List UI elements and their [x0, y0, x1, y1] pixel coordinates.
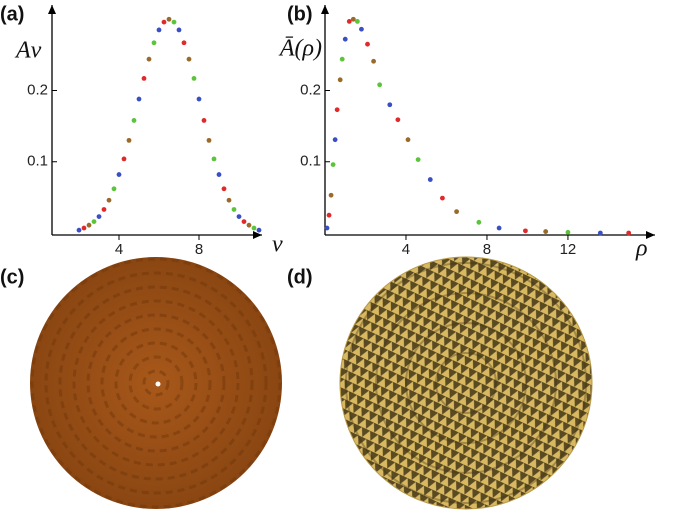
- y-axis-label: Aν: [14, 38, 42, 64]
- point: [116, 172, 122, 177]
- point: [330, 162, 336, 168]
- y-axis-arrow: [48, 5, 56, 14]
- panel-label: (d): [287, 266, 313, 288]
- point: [346, 18, 352, 24]
- panel-label: (c): [0, 266, 24, 288]
- point: [427, 177, 433, 182]
- point: [326, 212, 332, 218]
- point: [156, 27, 162, 33]
- point: [251, 225, 257, 231]
- point: [126, 137, 132, 143]
- point: [236, 214, 242, 220]
- point: [231, 207, 237, 212]
- point: [405, 137, 411, 143]
- point: [201, 118, 207, 123]
- image-c: [30, 257, 282, 509]
- point: [371, 58, 376, 64]
- point: [206, 137, 212, 143]
- x-tick-label: 4: [402, 241, 410, 258]
- point: [91, 219, 97, 225]
- x-axis-arrow: [646, 231, 655, 239]
- point: [256, 227, 262, 233]
- point: [86, 222, 92, 228]
- point: [523, 228, 528, 234]
- y-axis-label: Ā(ρ): [278, 36, 322, 62]
- x-tick-label: 8: [483, 241, 491, 258]
- point: [597, 230, 603, 236]
- point: [476, 219, 482, 225]
- point: [211, 156, 217, 162]
- point: [221, 186, 227, 192]
- panel-label: (b): [287, 3, 313, 25]
- point: [415, 157, 421, 163]
- y-tick-label: 0.1: [27, 153, 48, 170]
- point: [181, 40, 187, 46]
- point: [332, 137, 338, 143]
- point: [146, 56, 152, 62]
- point: [496, 225, 502, 231]
- point: [131, 118, 137, 123]
- point: [191, 75, 197, 81]
- point: [161, 19, 167, 25]
- point: [342, 36, 348, 42]
- point: [395, 117, 401, 123]
- point: [151, 40, 157, 46]
- point: [543, 229, 549, 234]
- point: [121, 156, 127, 162]
- point: [565, 229, 571, 235]
- point: [111, 186, 117, 192]
- point: [186, 56, 192, 62]
- point: [176, 27, 182, 33]
- point: [339, 56, 345, 62]
- x-tick-label: 12: [560, 241, 577, 258]
- y-tick-label: 0.1: [300, 153, 321, 170]
- point: [76, 227, 82, 233]
- point: [324, 225, 330, 231]
- point: [166, 16, 172, 22]
- point: [241, 219, 247, 225]
- point: [226, 197, 232, 203]
- point: [141, 75, 147, 81]
- x-axis-label: ρ: [635, 236, 648, 262]
- point: [440, 195, 445, 201]
- point: [377, 82, 383, 88]
- point: [626, 230, 632, 236]
- x-axis-arrow: [253, 231, 262, 239]
- point: [171, 19, 177, 25]
- point: [216, 172, 222, 177]
- point: [454, 209, 459, 215]
- point: [350, 16, 356, 22]
- x-axis-label: ν: [272, 232, 283, 258]
- point: [106, 197, 112, 203]
- point: [359, 26, 364, 32]
- point: [337, 77, 343, 83]
- point: [81, 225, 87, 231]
- y-tick-label: 0.2: [27, 81, 48, 98]
- point: [354, 18, 360, 24]
- point: [387, 102, 393, 108]
- point: [96, 214, 102, 220]
- point: [101, 207, 107, 212]
- point: [365, 41, 370, 47]
- point: [246, 222, 252, 228]
- point: [328, 192, 334, 198]
- point: [196, 96, 202, 102]
- image-d: [339, 256, 593, 510]
- point: [334, 107, 340, 113]
- x-tick-label: 8: [195, 241, 203, 258]
- point: [136, 96, 142, 102]
- panel-label: (a): [0, 3, 24, 25]
- y-axis-arrow: [321, 5, 329, 14]
- x-tick-label: 4: [115, 241, 123, 258]
- y-tick-label: 0.2: [300, 81, 321, 98]
